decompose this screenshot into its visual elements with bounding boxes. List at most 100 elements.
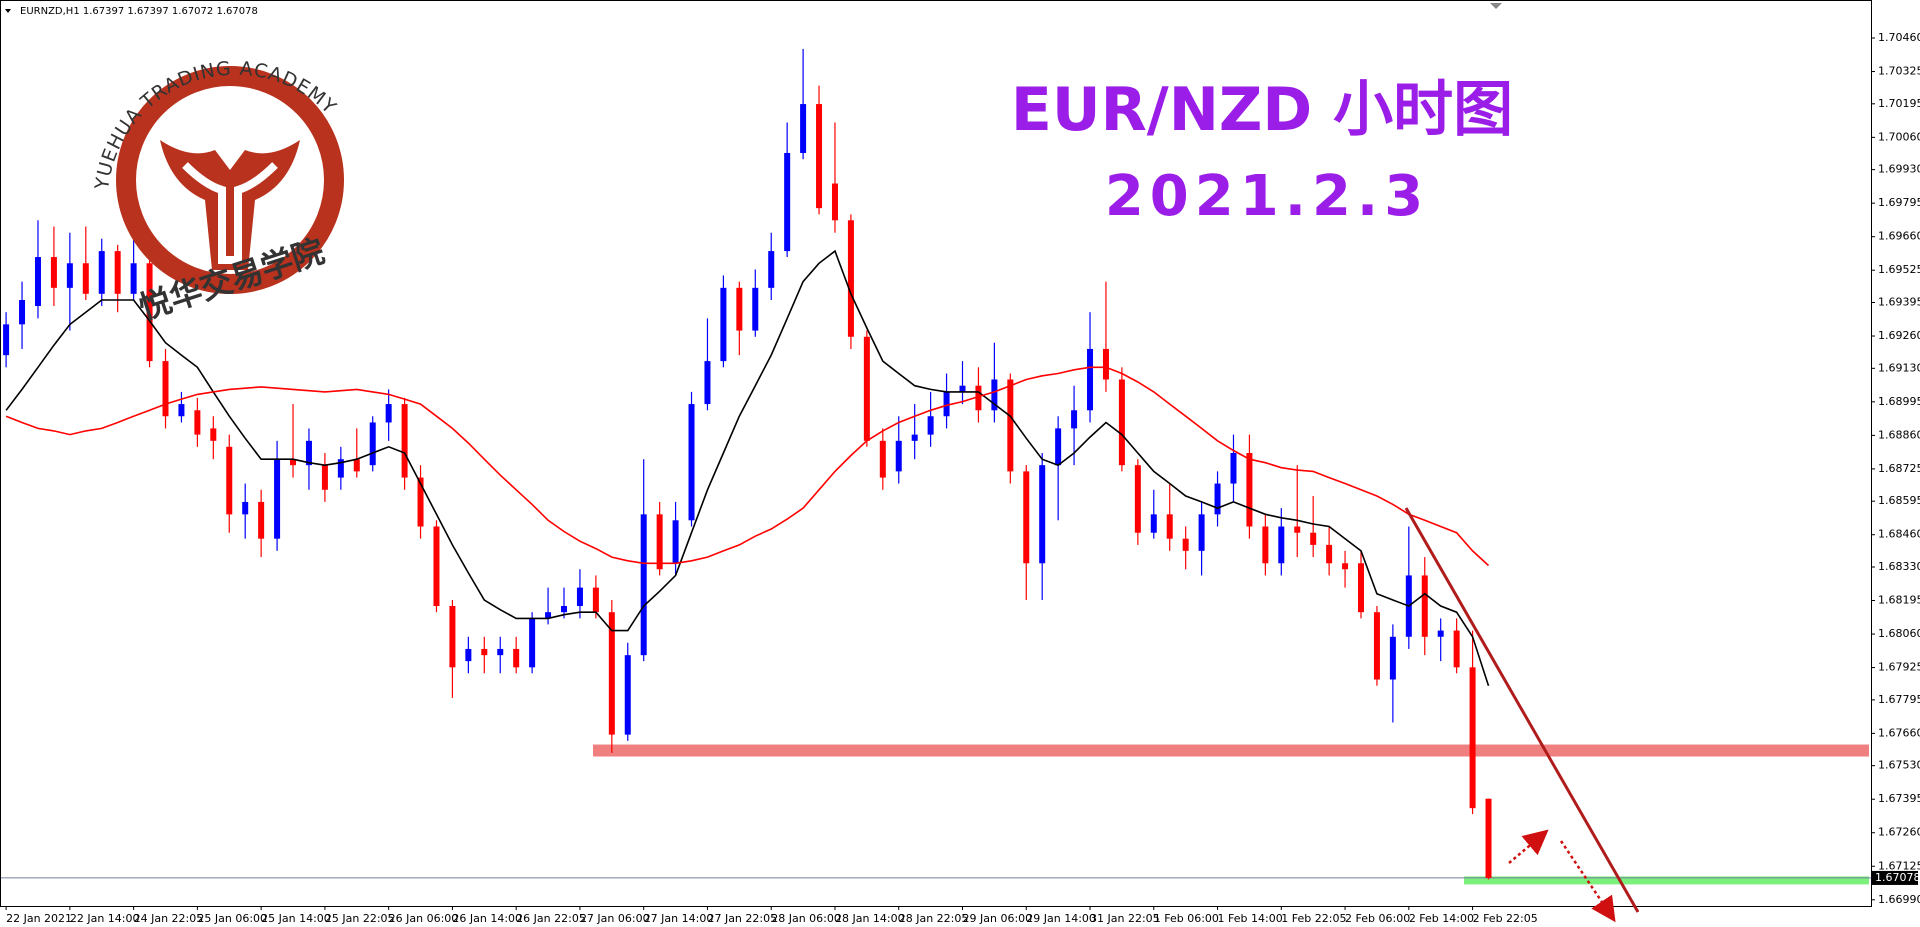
plot-frame bbox=[0, 0, 1872, 907]
x-tick-label: 31 Jan 22:05 bbox=[1090, 912, 1160, 925]
x-tick-label: 28 Jan 06:00 bbox=[771, 912, 841, 925]
y-tick-label: 1.69260 bbox=[1878, 329, 1920, 342]
x-tick-label: 26 Jan 22:05 bbox=[516, 912, 586, 925]
candle-body bbox=[401, 404, 408, 478]
y-tick-label: 1.68595 bbox=[1878, 494, 1920, 507]
candle-body bbox=[337, 459, 344, 478]
candle-body bbox=[162, 361, 169, 417]
candle-body bbox=[1326, 544, 1333, 564]
candle-body bbox=[242, 501, 249, 515]
candle-body bbox=[1230, 453, 1237, 484]
y-tick-label: 1.69930 bbox=[1878, 163, 1920, 176]
candle-body bbox=[608, 612, 615, 735]
x-tick-label: 26 Jan 06:00 bbox=[389, 912, 459, 925]
y-tick-label: 1.70195 bbox=[1878, 97, 1920, 110]
candle-body bbox=[369, 422, 376, 466]
x-tick-label: 26 Jan 14:00 bbox=[452, 912, 522, 925]
x-tick-label: 25 Jan 06:00 bbox=[197, 912, 267, 925]
y-tick-label: 1.66990 bbox=[1878, 893, 1920, 906]
y-tick-label: 1.69395 bbox=[1878, 295, 1920, 308]
y-tick-label: 1.69660 bbox=[1878, 230, 1920, 243]
candle-body bbox=[768, 251, 775, 288]
last-price-label: 1.67078 bbox=[1875, 871, 1920, 884]
y-tick-label: 1.67260 bbox=[1878, 826, 1920, 839]
x-tick-label: 27 Jan 14:00 bbox=[644, 912, 714, 925]
x-tick-label: 2 Feb 14:00 bbox=[1409, 912, 1474, 925]
x-tick-label: 22 Jan 14:00 bbox=[70, 912, 140, 925]
arrow-up bbox=[1508, 829, 1549, 864]
y-tick-label: 1.67395 bbox=[1878, 792, 1920, 805]
y-tick-label: 1.68995 bbox=[1878, 395, 1920, 408]
candle-body bbox=[82, 263, 89, 294]
candle-body bbox=[417, 477, 424, 527]
candle-body bbox=[210, 428, 217, 441]
candle-body bbox=[114, 251, 121, 294]
y-tick-label: 1.67925 bbox=[1878, 661, 1920, 674]
y-tick-label: 1.70460 bbox=[1878, 31, 1920, 44]
y-tick-label: 1.67530 bbox=[1878, 759, 1920, 772]
candle-body bbox=[863, 336, 870, 441]
candle-body bbox=[784, 152, 791, 252]
candle-body bbox=[959, 385, 966, 392]
candle-body bbox=[1055, 428, 1062, 466]
candle-body bbox=[385, 404, 392, 423]
candle-body bbox=[943, 391, 950, 417]
candle-body bbox=[1358, 563, 1364, 613]
y-tick-label: 1.68195 bbox=[1878, 594, 1920, 607]
candle-body bbox=[481, 648, 488, 656]
trend-line bbox=[1404, 507, 1640, 913]
candle-body bbox=[178, 404, 185, 417]
candle-body bbox=[274, 459, 281, 539]
x-tick-label: 25 Jan 22:05 bbox=[325, 912, 395, 925]
candle-body bbox=[19, 300, 26, 325]
candle-body bbox=[545, 612, 552, 619]
candle-body bbox=[1023, 471, 1030, 564]
price-zone bbox=[593, 744, 1869, 757]
y-tick-label: 1.68860 bbox=[1878, 428, 1920, 441]
x-tick-label: 25 Jan 14:00 bbox=[261, 912, 331, 925]
candle-body bbox=[911, 434, 918, 441]
candle-body bbox=[226, 446, 233, 515]
candle-body bbox=[1150, 514, 1157, 533]
candle-body bbox=[98, 251, 105, 294]
x-tick-label: 1 Feb 06:00 bbox=[1154, 912, 1219, 925]
plot-area bbox=[0, 48, 1871, 885]
candle-body bbox=[831, 183, 838, 221]
x-tick-label: 2 Feb 22:05 bbox=[1473, 912, 1538, 925]
candle-body bbox=[1485, 798, 1492, 878]
candle-body bbox=[1342, 563, 1349, 570]
candle-body bbox=[194, 410, 201, 435]
candle-body bbox=[1087, 348, 1094, 411]
candle-body bbox=[321, 465, 328, 490]
y-tick-label: 1.69525 bbox=[1878, 263, 1920, 276]
candle-body bbox=[640, 514, 647, 656]
candle-body bbox=[656, 514, 663, 570]
x-tick-label: 28 Jan 22:05 bbox=[899, 912, 969, 925]
candle-body bbox=[1071, 410, 1078, 429]
candle-body bbox=[816, 104, 823, 209]
candle-body bbox=[497, 648, 504, 656]
candle-body bbox=[1118, 379, 1125, 466]
x-tick-label: 29 Jan 06:00 bbox=[963, 912, 1033, 925]
candle-body bbox=[1389, 636, 1396, 680]
candle-body bbox=[1198, 514, 1205, 551]
candle-body bbox=[736, 287, 743, 331]
candle-body bbox=[895, 440, 902, 472]
candle-body bbox=[1310, 532, 1317, 545]
last-price-tag bbox=[1872, 870, 1918, 885]
candle-body bbox=[50, 257, 57, 288]
candle-body bbox=[720, 287, 727, 362]
candle-body bbox=[1453, 630, 1460, 668]
logo-emblem-line bbox=[182, 162, 278, 264]
candle-body bbox=[975, 385, 982, 411]
candle-body bbox=[1246, 453, 1253, 527]
candle-body bbox=[561, 605, 567, 613]
x-tick-label: 2 Feb 06:00 bbox=[1345, 912, 1410, 925]
x-tick-label: 29 Jan 14:00 bbox=[1026, 912, 1096, 925]
candle-body bbox=[305, 440, 312, 466]
y-tick-label: 1.67795 bbox=[1878, 693, 1920, 706]
candle-body bbox=[1039, 465, 1046, 564]
price-zone bbox=[1464, 876, 1869, 885]
candle-body bbox=[1437, 630, 1444, 637]
